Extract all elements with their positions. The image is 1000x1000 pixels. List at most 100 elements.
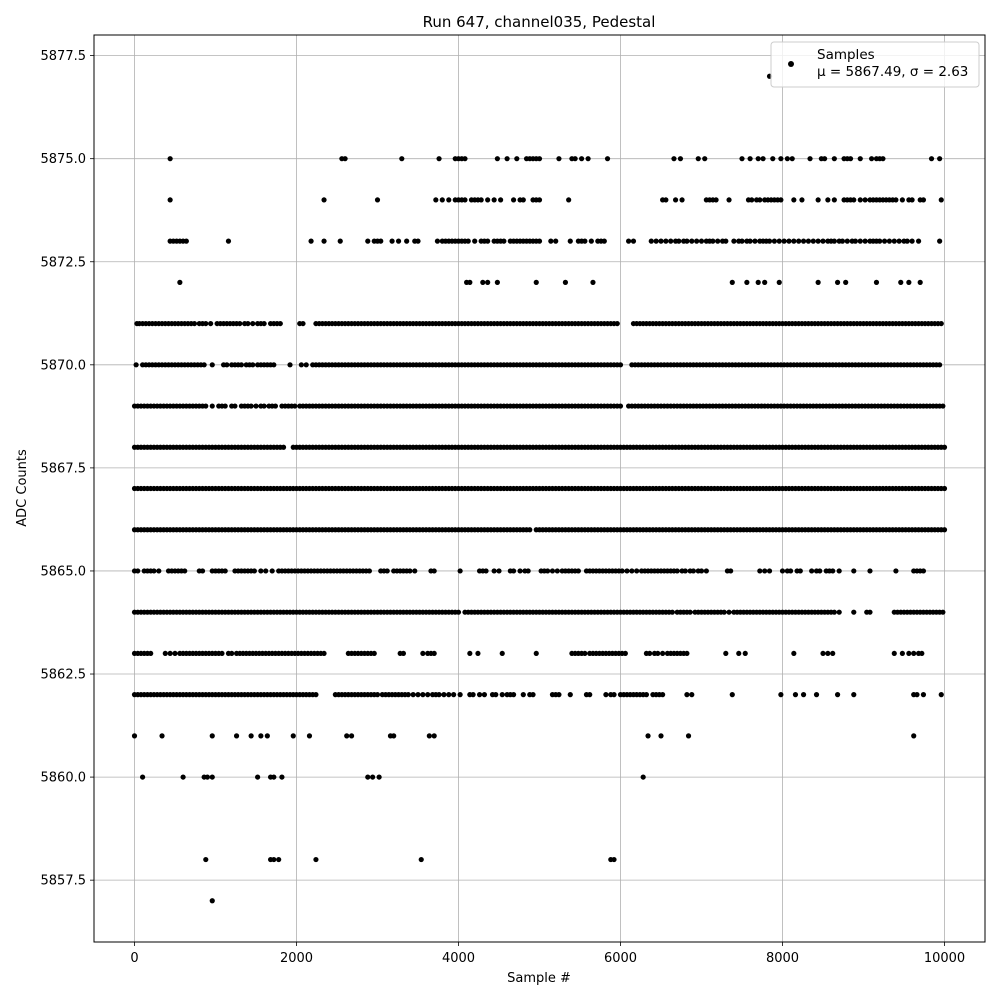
data-point xyxy=(306,733,313,739)
data-point xyxy=(451,692,457,698)
data-point xyxy=(303,362,309,368)
data-point xyxy=(365,774,371,780)
data-point xyxy=(292,403,298,409)
data-point xyxy=(906,650,912,657)
data-point xyxy=(731,238,737,244)
data-point xyxy=(915,238,922,244)
data-point xyxy=(834,279,841,285)
data-point xyxy=(778,197,784,203)
data-point xyxy=(590,279,596,285)
data-point xyxy=(676,238,682,244)
data-point xyxy=(611,856,617,863)
x-tick-label: 6000 xyxy=(604,951,637,966)
data-point xyxy=(436,156,442,162)
data-point xyxy=(219,650,225,657)
data-point xyxy=(287,362,293,368)
data-point xyxy=(685,733,692,739)
data-point xyxy=(545,568,551,574)
data-point xyxy=(715,238,721,244)
data-point xyxy=(313,856,319,863)
y-tick-label: 5865.0 xyxy=(41,564,87,579)
data-point xyxy=(585,156,591,162)
data-point xyxy=(831,238,837,244)
data-point xyxy=(938,320,944,327)
data-point xyxy=(225,238,232,244)
data-point xyxy=(920,568,927,574)
data-point xyxy=(941,485,948,492)
data-point xyxy=(877,238,883,244)
data-point xyxy=(799,197,805,203)
y-tick-label: 5867.5 xyxy=(41,461,87,476)
data-point xyxy=(232,403,238,409)
data-point xyxy=(520,692,526,698)
data-point xyxy=(253,403,259,409)
y-tick-label: 5860.0 xyxy=(41,771,87,786)
data-point xyxy=(436,692,442,698)
data-point xyxy=(499,692,505,698)
data-point xyxy=(721,609,727,615)
data-point xyxy=(290,733,296,739)
data-point xyxy=(222,568,228,574)
data-point xyxy=(533,279,539,285)
data-point xyxy=(834,692,841,698)
data-point xyxy=(209,774,215,780)
data-point xyxy=(640,774,646,780)
data-point xyxy=(857,156,863,162)
data-point xyxy=(917,279,923,285)
data-point xyxy=(663,197,669,203)
data-point xyxy=(830,650,836,657)
data-point xyxy=(847,156,854,162)
data-point xyxy=(776,238,782,244)
plot-frame xyxy=(93,34,986,943)
data-point xyxy=(525,568,531,574)
data-point xyxy=(308,238,314,244)
data-point xyxy=(857,238,863,244)
data-point xyxy=(426,733,432,739)
data-point xyxy=(729,279,735,285)
data-point xyxy=(582,238,588,244)
data-point xyxy=(869,156,875,162)
x-tick-label: 2000 xyxy=(280,951,313,966)
data-point xyxy=(203,856,209,863)
data-point xyxy=(298,362,304,368)
data-point xyxy=(209,733,215,739)
data-point xyxy=(899,197,905,203)
data-point xyxy=(159,733,165,739)
data-point xyxy=(658,238,664,244)
data-point xyxy=(520,197,526,203)
data-point xyxy=(658,733,664,739)
data-point xyxy=(224,362,230,368)
data-point xyxy=(851,692,857,698)
data-point xyxy=(698,238,705,244)
data-point xyxy=(747,156,753,162)
data-point xyxy=(938,692,944,698)
data-point xyxy=(457,568,463,574)
data-point xyxy=(881,238,888,244)
data-point xyxy=(485,238,491,244)
data-point xyxy=(760,156,766,162)
data-point xyxy=(455,609,462,615)
data-point xyxy=(771,238,778,244)
data-point xyxy=(726,609,732,615)
data-point xyxy=(736,650,742,657)
data-point xyxy=(405,692,411,698)
data-point xyxy=(517,568,523,574)
data-point xyxy=(851,568,857,574)
data-point xyxy=(684,238,690,244)
data-point xyxy=(800,692,807,698)
data-point xyxy=(566,197,572,203)
data-point xyxy=(483,568,489,574)
data-point xyxy=(919,650,925,657)
data-point xyxy=(404,238,410,244)
data-point xyxy=(553,238,559,244)
data-point xyxy=(280,444,287,450)
data-point xyxy=(619,568,625,574)
data-point xyxy=(928,156,935,162)
data-point xyxy=(494,156,500,162)
data-point xyxy=(374,197,381,203)
data-point xyxy=(237,320,243,327)
data-point xyxy=(499,650,505,657)
data-point xyxy=(167,650,173,657)
data-point xyxy=(433,197,439,203)
